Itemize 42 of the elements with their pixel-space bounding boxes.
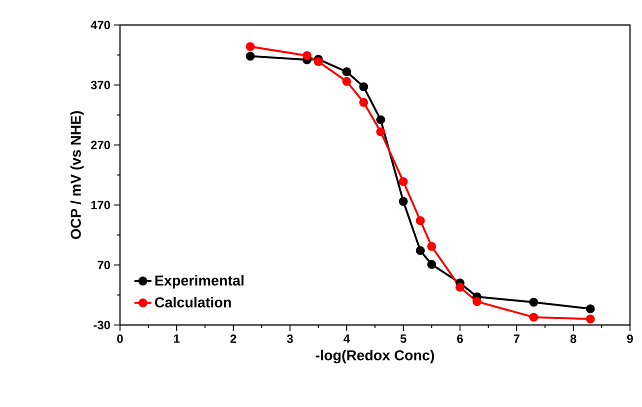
point: [359, 82, 368, 92]
point: [427, 260, 436, 269]
x-tick-label: 9: [627, 334, 633, 343]
point: [246, 52, 255, 61]
y-tick-label: 470: [90, 20, 110, 30]
x-tick-label: 4: [344, 334, 350, 343]
y-tick-label: 70: [98, 260, 110, 270]
x-tick-label: 3: [286, 334, 293, 343]
point: [302, 51, 312, 60]
y-tick-label: 270: [90, 140, 110, 150]
x-axis-title: -log(Redox Conc): [316, 350, 434, 364]
point: [416, 246, 425, 256]
point: [376, 115, 386, 124]
x-tick-label: 6: [457, 334, 463, 343]
point: [342, 67, 352, 76]
x-tick-label: 1: [174, 334, 180, 343]
point: [314, 57, 323, 66]
point: [529, 312, 538, 322]
point: [529, 298, 538, 307]
y-tick-label: 370: [90, 80, 110, 90]
point: [398, 196, 408, 206]
y-tick-label: -30: [94, 320, 110, 330]
point: [246, 42, 255, 52]
legend-label: Experimental: [155, 275, 244, 288]
x-tick-label: 8: [570, 334, 576, 343]
y-axis-title: OCP / mV (vs NHE): [70, 111, 84, 239]
point: [586, 304, 595, 314]
x-tick-label: 5: [400, 334, 406, 343]
point: [456, 282, 464, 292]
point: [359, 98, 368, 107]
point: [586, 314, 595, 324]
x-tick-label: 2: [230, 334, 236, 343]
point: [427, 242, 436, 251]
point: [376, 127, 386, 136]
x-tick-label: 7: [514, 334, 520, 343]
x-tick-label: 0: [117, 334, 123, 343]
point: [342, 76, 352, 86]
legend-label: Calculation: [154, 296, 231, 308]
point: [472, 297, 482, 306]
point: [416, 216, 425, 226]
y-tick-label: 170: [91, 200, 110, 210]
point: [398, 177, 408, 186]
